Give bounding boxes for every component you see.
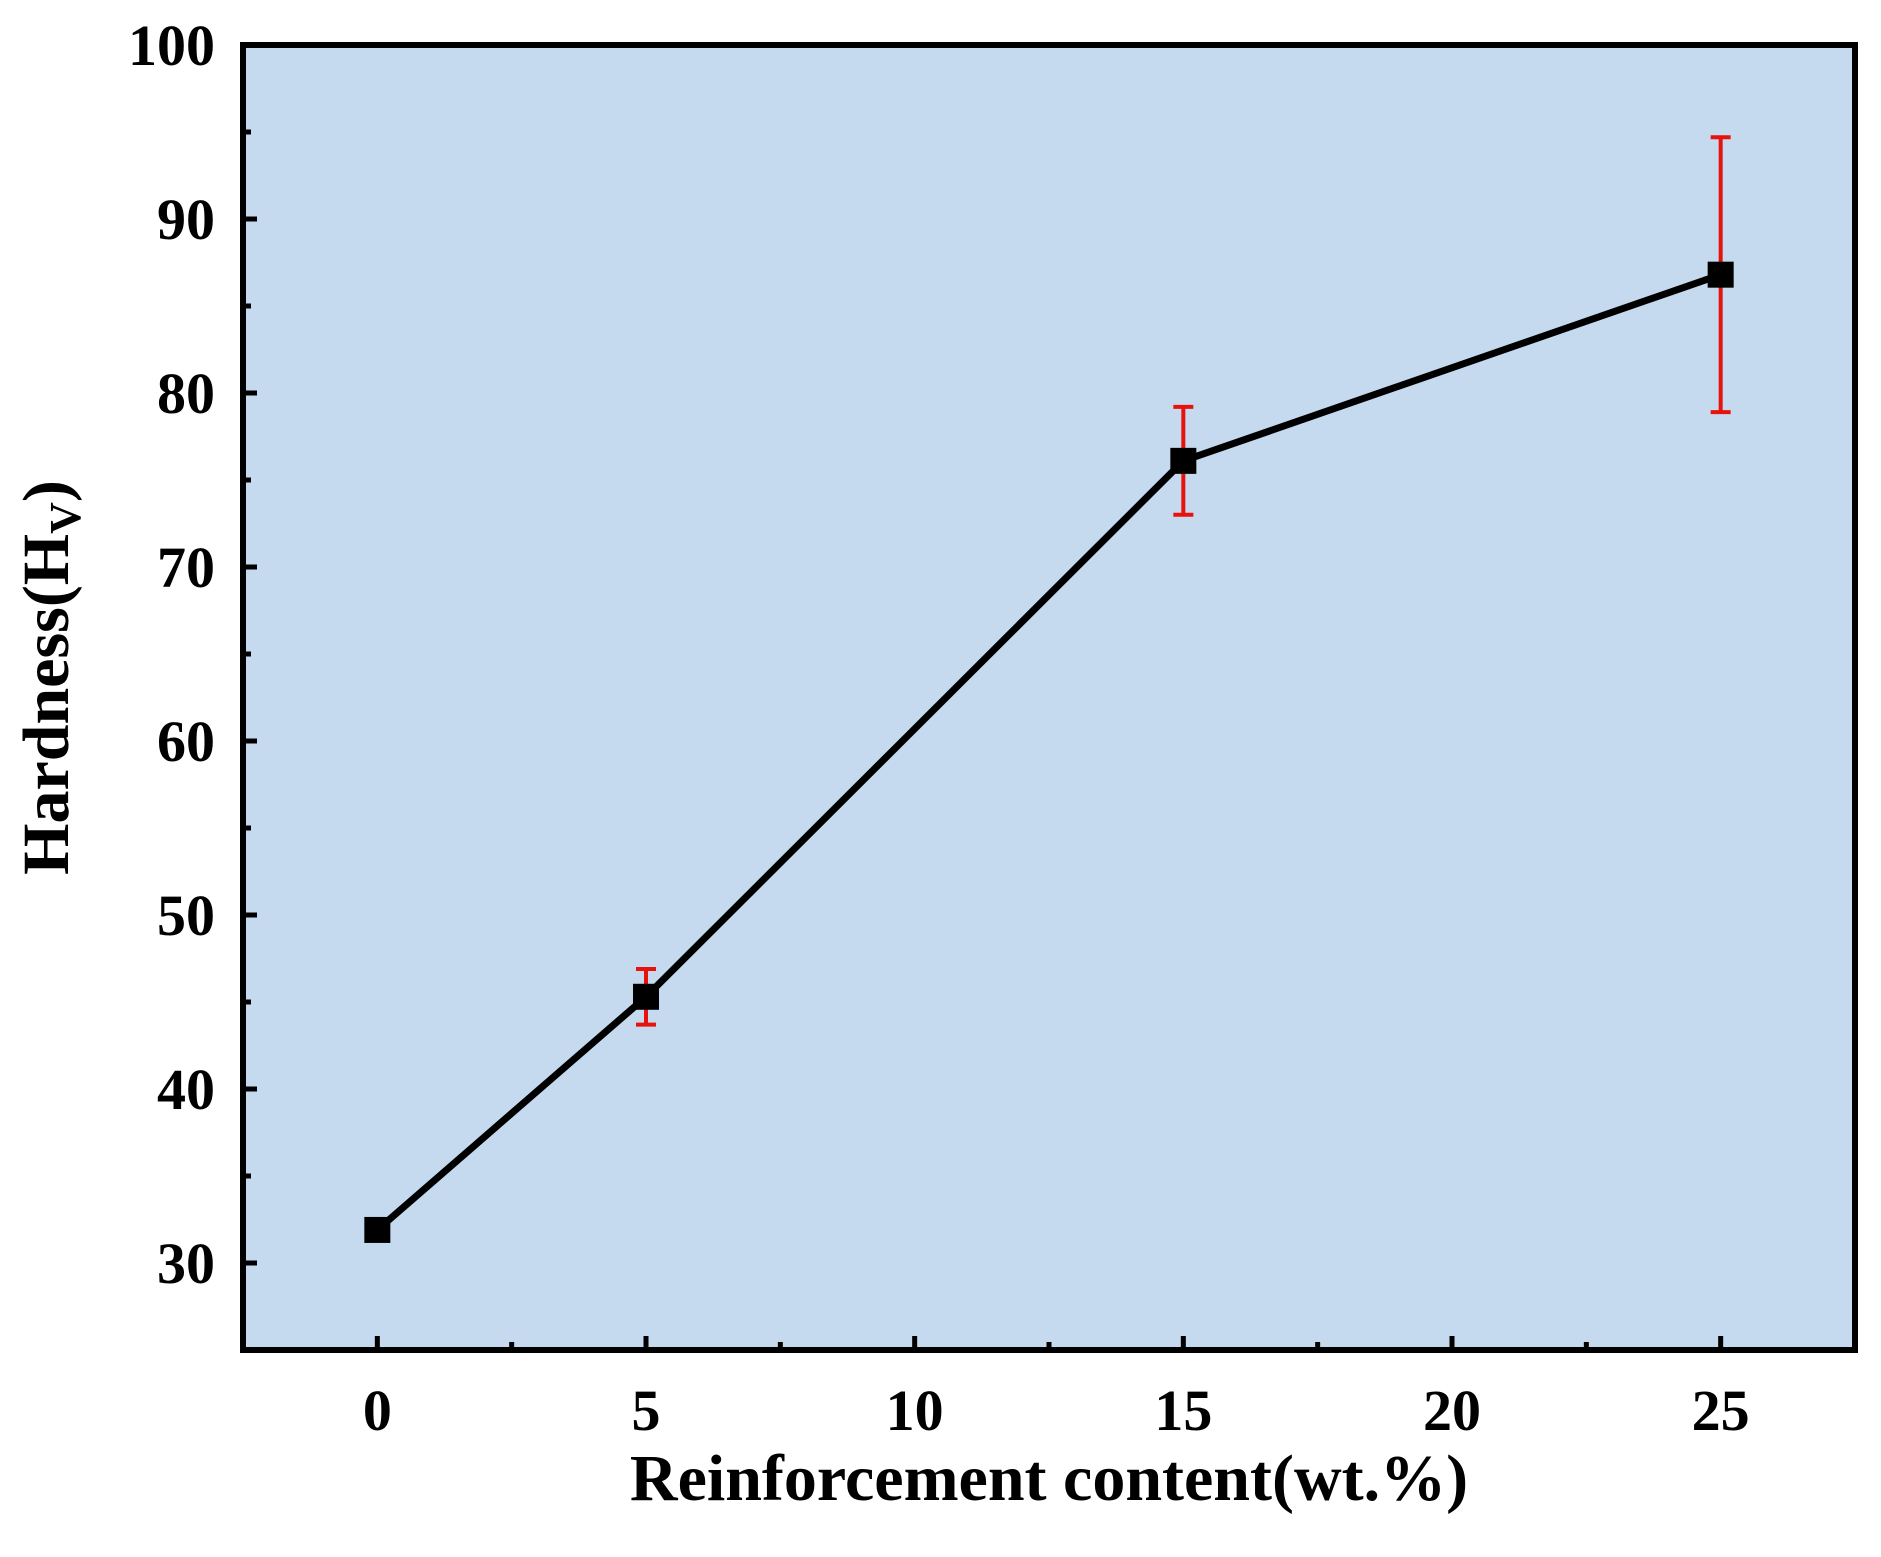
x-tick-label: 15 <box>1154 1378 1212 1443</box>
data-point-marker <box>1707 261 1734 288</box>
y-axis-label-main: Hardness(H <box>10 534 83 875</box>
x-axis-label: Reinforcement content(wt.%) <box>630 1442 1468 1515</box>
y-tick-label: 80 <box>157 361 215 426</box>
data-series <box>364 135 1734 1243</box>
y-axis-label: Hardness(HV) <box>10 480 90 875</box>
plot-frame <box>240 42 1858 1353</box>
axes: 0 5 10 15 20 25 30 40 50 60 70 80 90 100 <box>128 13 1750 1443</box>
y-tick-label: 60 <box>157 709 215 774</box>
y-axis-label-close: ) <box>10 480 83 502</box>
series-line <box>375 271 1722 1233</box>
y-tick-label: 50 <box>157 883 215 948</box>
data-point-marker <box>364 1216 391 1243</box>
plot-area-background <box>243 45 1855 1350</box>
x-tick-label: 0 <box>363 1378 392 1443</box>
y-tick-label: 70 <box>157 535 215 600</box>
x-tick-label: 20 <box>1423 1378 1481 1443</box>
data-point-marker <box>633 983 659 1010</box>
y-tick-label: 100 <box>128 13 215 78</box>
x-tick-label: 5 <box>632 1378 661 1443</box>
y-tick-label: 30 <box>157 1231 215 1296</box>
y-tick-label: 90 <box>157 187 215 252</box>
y-tick-label: 40 <box>157 1057 215 1122</box>
y-axis-label-subscript: V <box>41 502 90 534</box>
x-tick-label: 10 <box>886 1378 944 1443</box>
x-tick-label: 25 <box>1692 1378 1750 1443</box>
data-point-marker <box>1170 447 1197 474</box>
